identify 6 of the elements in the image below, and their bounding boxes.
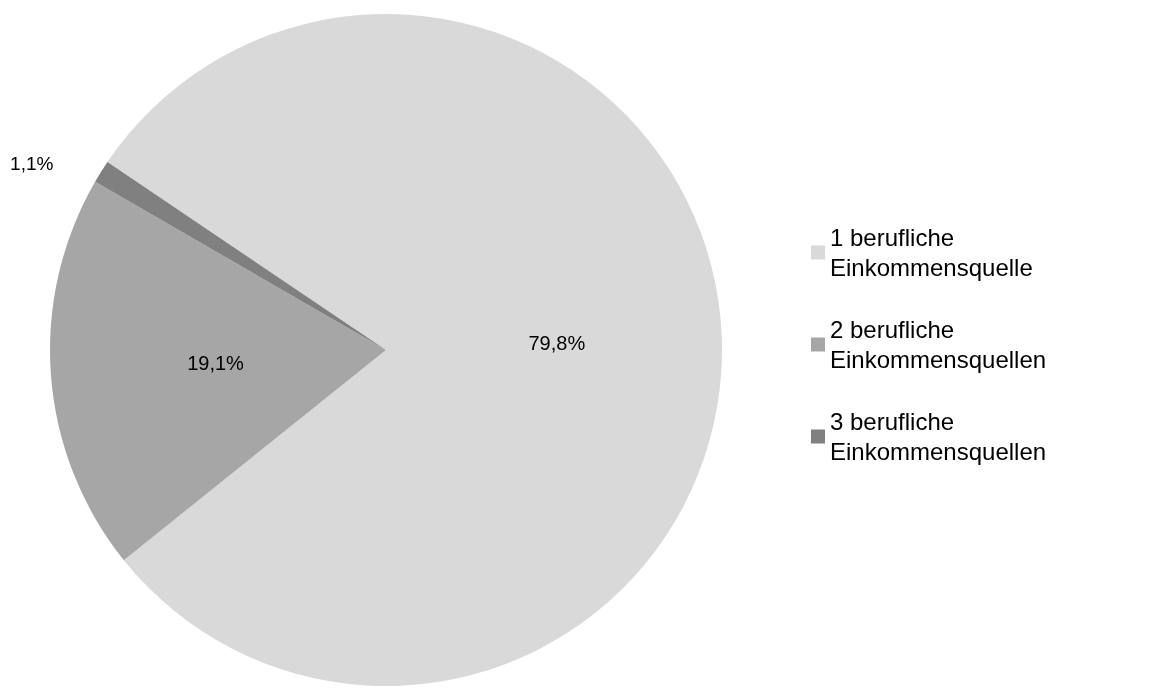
- legend-label: 3 berufliche Einkommensquellen: [830, 408, 1047, 465]
- legend-label: 1 berufliche Einkommensquelle: [830, 224, 1033, 281]
- data-label: 79,8%: [528, 331, 586, 354]
- data-label: 1,1%: [10, 153, 54, 175]
- data-label: 19,1%: [187, 351, 245, 374]
- legend-label: 2 berufliche Einkommensquellen: [830, 316, 1047, 373]
